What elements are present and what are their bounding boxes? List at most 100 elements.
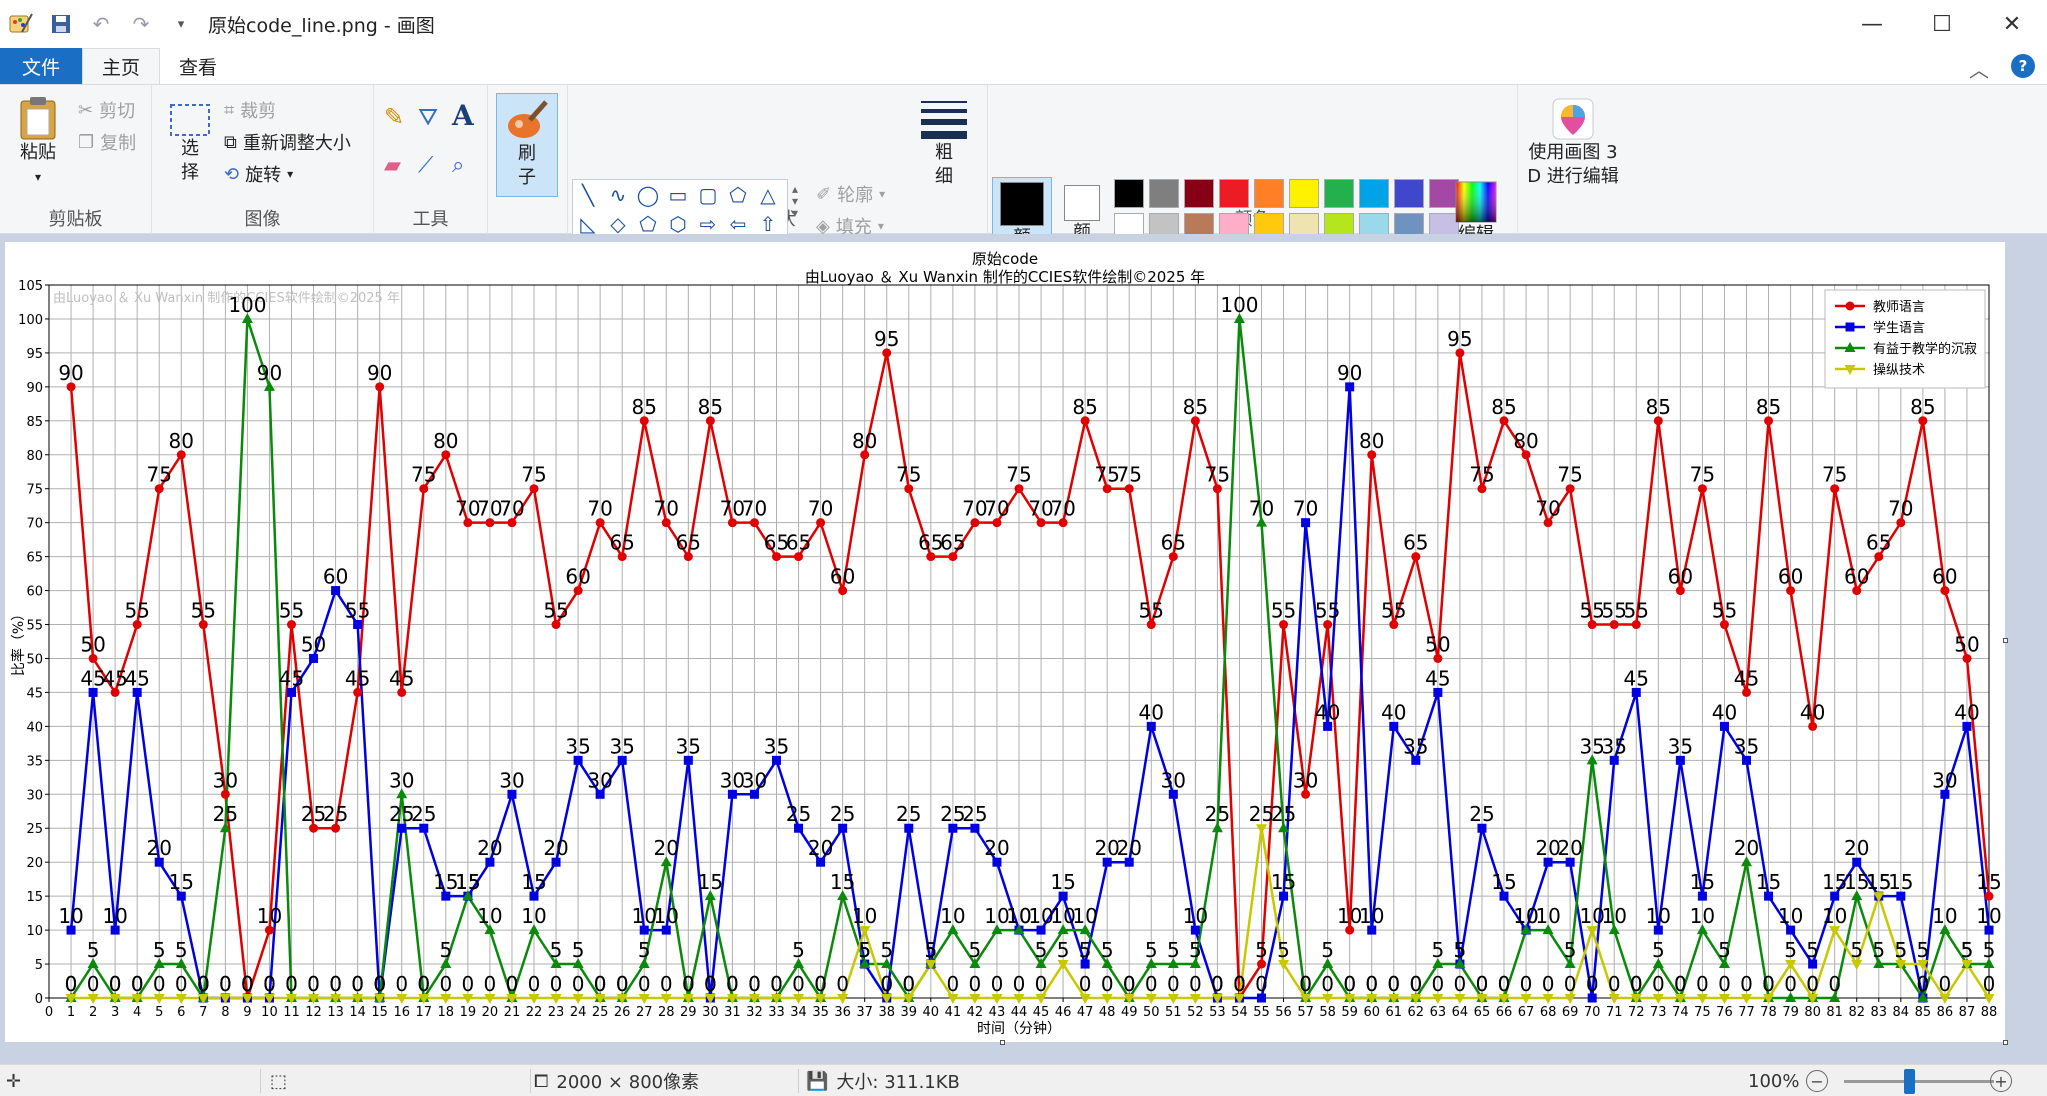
maximize-button[interactable]: ☐ xyxy=(1932,11,1952,37)
color-swatch[interactable] xyxy=(1149,179,1179,208)
hexagon-shape-icon[interactable]: ⬡ xyxy=(669,211,687,236)
resize-handle-bottom[interactable] xyxy=(1000,1040,1005,1045)
save-icon[interactable] xyxy=(48,11,74,37)
data-point xyxy=(286,994,297,1004)
pencil-icon[interactable]: ✎ xyxy=(384,103,405,131)
fill-bucket-icon[interactable]: ⛛ xyxy=(418,103,439,131)
text-tool-icon[interactable]: A xyxy=(452,99,474,132)
data-label: 0 xyxy=(1454,972,1467,996)
data-point xyxy=(1345,382,1355,392)
image-canvas[interactable]: 由Luoyao ＆ Xu Wanxin 制作的CCIES软件绘制©2025 年原… xyxy=(5,242,2005,1042)
color-swatch[interactable] xyxy=(1254,179,1284,208)
size-label-1: 粗 xyxy=(935,142,953,163)
up-arrow-shape-icon[interactable]: ⇧ xyxy=(759,211,777,236)
cut-button[interactable]: ✂ 剪切 xyxy=(78,97,135,123)
data-label: 35 xyxy=(565,734,590,758)
customize-toolbar-icon[interactable]: ▾ xyxy=(177,16,185,32)
data-point xyxy=(947,994,959,1004)
data-point xyxy=(1432,958,1444,969)
zoom-out-button[interactable]: − xyxy=(1806,1070,1828,1092)
color-swatch[interactable] xyxy=(1289,179,1319,208)
data-label: 50 xyxy=(1954,632,1979,656)
data-label: 90 xyxy=(257,361,282,385)
color-swatch[interactable] xyxy=(1394,179,1424,208)
data-point xyxy=(1742,755,1751,765)
data-label: 0 xyxy=(65,972,78,996)
color2-swatch xyxy=(1064,185,1100,221)
color-swatch[interactable] xyxy=(1359,179,1389,208)
canvas-area[interactable]: 由Luoyao ＆ Xu Wanxin 制作的CCIES软件绘制©2025 年原… xyxy=(0,234,2047,1064)
data-label: 0 xyxy=(1916,972,1929,996)
curve-shape-icon[interactable]: ∿ xyxy=(609,182,627,207)
fill-button[interactable]: ◈ 填充 ▾ xyxy=(816,213,884,239)
copy-button[interactable]: ❐ 复制 xyxy=(78,129,136,155)
zoom-slider-track[interactable] xyxy=(1844,1080,1994,1083)
x-tick-label: 55 xyxy=(1253,1005,1270,1020)
color-swatch[interactable] xyxy=(1114,179,1144,208)
tab-file[interactable]: 文件 xyxy=(0,48,82,84)
select-rect-icon xyxy=(169,103,211,137)
paint3d-button[interactable]: 使用画图 3 D 进行编辑 xyxy=(1518,97,1628,189)
undo-icon[interactable]: ↶ xyxy=(92,12,110,36)
data-label: 10 xyxy=(1337,904,1362,928)
data-point xyxy=(1608,924,1620,935)
paste-button[interactable]: 粘贴 ▾ xyxy=(12,95,64,189)
outline-button[interactable]: ✐ 轮廓 ▾ xyxy=(816,181,885,207)
y-tick-label: 20 xyxy=(26,856,43,871)
data-label: 75 xyxy=(1469,463,1494,487)
data-point xyxy=(815,994,827,1004)
data-label: 40 xyxy=(1800,700,1825,724)
oval-shape-icon[interactable]: ◯ xyxy=(636,182,660,207)
eraser-icon[interactable]: ▰ xyxy=(384,153,401,178)
data-point xyxy=(1984,891,1994,901)
color-picker-icon[interactable]: ⟋ xyxy=(418,153,434,178)
right-arrow-shape-icon[interactable]: ⇨ xyxy=(699,211,717,236)
minimize-button[interactable]: — xyxy=(1861,11,1883,37)
resize-icon: ⧉ xyxy=(224,131,237,153)
data-point xyxy=(1631,620,1641,630)
redo-icon[interactable]: ↷ xyxy=(132,12,150,36)
tab-view[interactable]: 查看 xyxy=(178,56,217,79)
data-label: 65 xyxy=(786,531,811,555)
data-label: 60 xyxy=(830,565,855,589)
data-label: 5 xyxy=(638,938,651,962)
resize-handle-right[interactable] xyxy=(2003,638,2008,643)
triangle-shape-icon[interactable]: △ xyxy=(760,182,776,207)
data-label: 0 xyxy=(1740,972,1753,996)
rectangle-shape-icon[interactable]: ▭ xyxy=(668,182,688,207)
data-label: 30 xyxy=(720,768,745,792)
data-point xyxy=(904,484,914,494)
polygon-shape-icon[interactable]: ⬠ xyxy=(729,182,747,207)
resize-button[interactable]: ⧉ 重新调整大小 xyxy=(224,129,351,155)
shapes-scroll-icon[interactable]: ▴ ▾ ▾ xyxy=(792,182,799,220)
data-point xyxy=(109,994,121,1004)
data-point xyxy=(263,380,275,391)
pentagon-shape-icon[interactable]: ⬠ xyxy=(639,211,657,236)
data-point xyxy=(528,994,540,1004)
brush-button[interactable]: 刷 子 xyxy=(496,93,558,197)
tab-home[interactable]: 主页 xyxy=(82,48,160,84)
help-icon[interactable]: ? xyxy=(2011,54,2035,78)
color-swatch[interactable] xyxy=(1184,179,1214,208)
data-label: 45 xyxy=(1425,666,1450,690)
left-arrow-shape-icon[interactable]: ⇦ xyxy=(729,211,747,236)
line-shape-icon[interactable]: ╲ xyxy=(581,182,595,207)
color-swatch[interactable] xyxy=(1219,179,1249,208)
data-label: 0 xyxy=(1321,972,1334,996)
diamond-shape-icon[interactable]: ◇ xyxy=(610,211,626,236)
data-point xyxy=(704,890,716,901)
crop-button[interactable]: ⌗ 裁剪 xyxy=(224,97,276,123)
right-triangle-shape-icon[interactable]: ◺ xyxy=(580,211,596,236)
zoom-in-button[interactable]: + xyxy=(1990,1070,2012,1092)
rounded-rectangle-shape-icon[interactable]: ▢ xyxy=(698,182,718,207)
resize-handle-corner[interactable] xyxy=(2003,1040,2008,1045)
zoom-slider-thumb[interactable] xyxy=(1904,1069,1915,1094)
close-button[interactable]: ✕ xyxy=(2002,11,2022,37)
size-button[interactable]: 粗 细 xyxy=(918,97,970,189)
select-button[interactable]: 选 择 xyxy=(166,103,214,185)
collapse-ribbon-icon[interactable]: ︿ xyxy=(1969,58,1989,82)
x-tick-label: 37 xyxy=(856,1005,873,1020)
magnifier-icon[interactable]: ⌕ xyxy=(452,153,465,178)
color-swatch[interactable] xyxy=(1324,179,1354,208)
rotate-button[interactable]: ⟲ 旋转 ▾ xyxy=(224,161,293,187)
